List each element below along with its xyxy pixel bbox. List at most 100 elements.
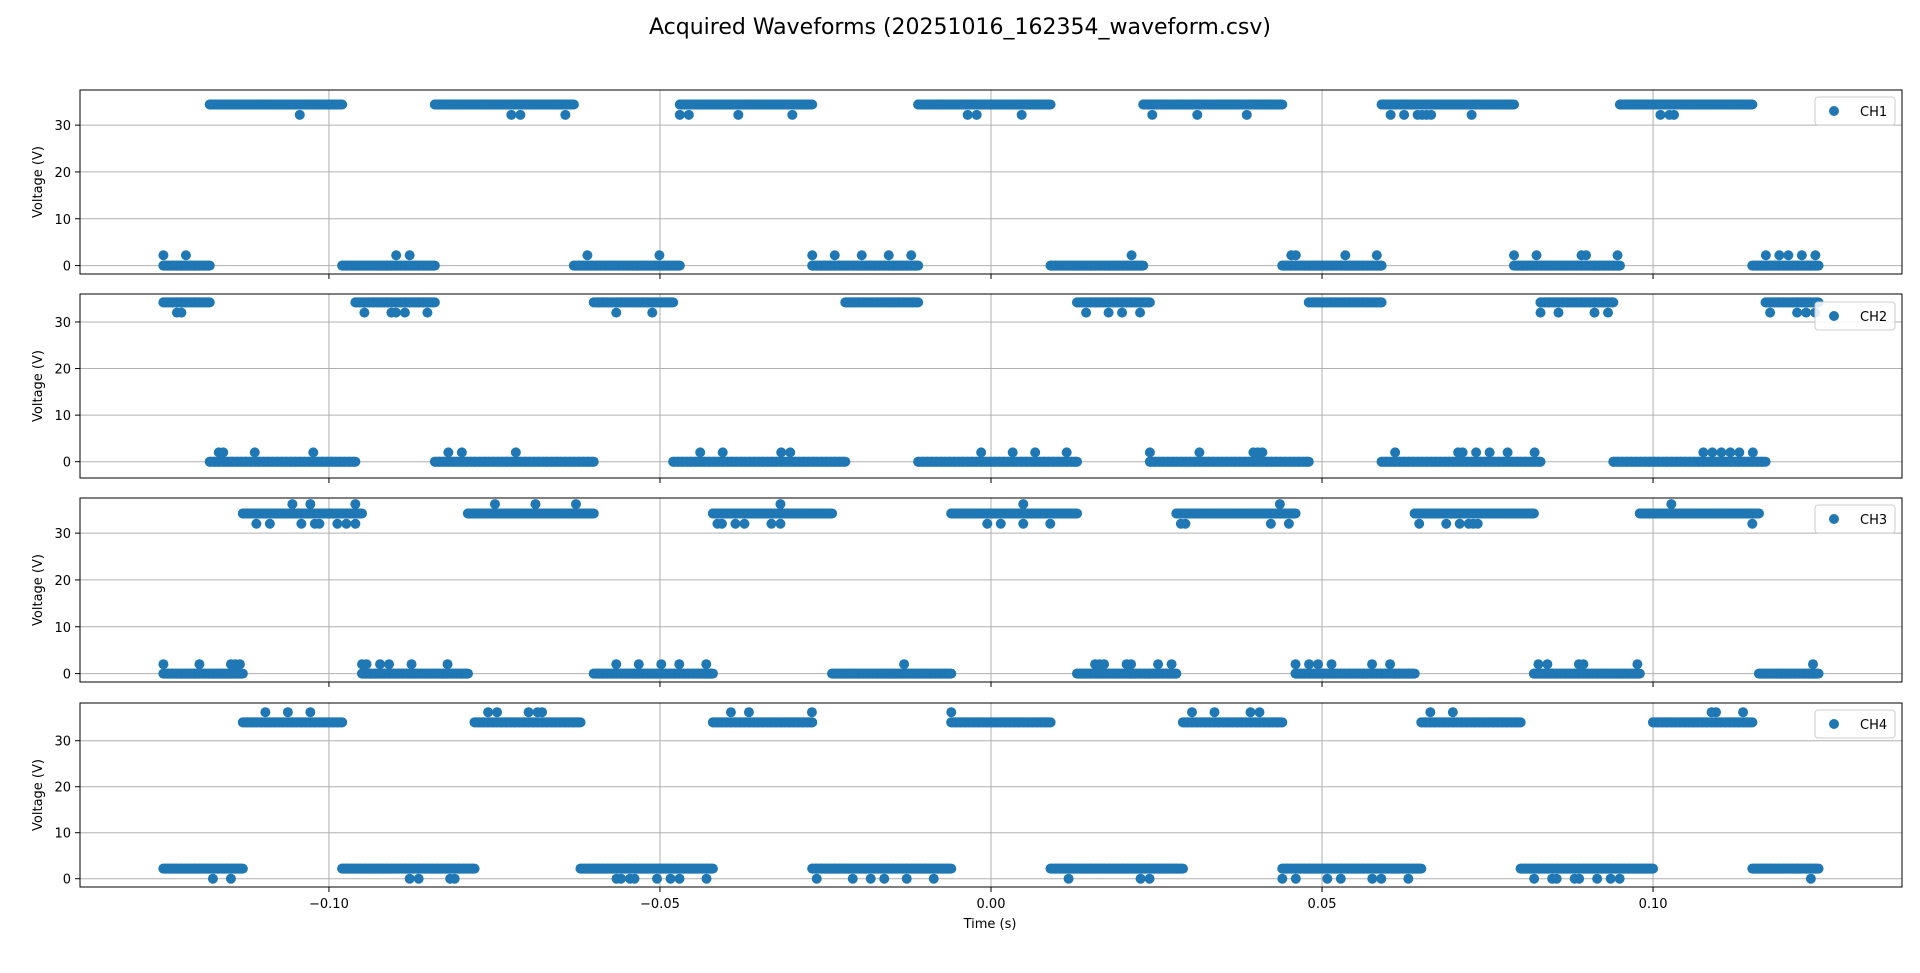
data-point: [361, 659, 372, 670]
data-point: [1367, 659, 1378, 670]
data-point: [1711, 707, 1722, 718]
data-point: [335, 99, 346, 110]
legend: CH2: [1814, 301, 1896, 331]
data-point: [879, 873, 890, 884]
data-point: [1186, 707, 1197, 718]
data-point: [806, 707, 817, 718]
data-point: [422, 307, 433, 318]
legend-label: CH2: [1860, 310, 1887, 325]
data-point: [865, 873, 876, 884]
data-point: [1466, 109, 1477, 120]
data-point: [1414, 518, 1425, 529]
data-point: [489, 499, 500, 510]
data-point: [683, 109, 694, 120]
data-point: [158, 659, 169, 670]
subplot-ch3: 0 10 20 30 Voltage (V) CH3: [31, 497, 1903, 687]
data-point: [1290, 873, 1301, 884]
data-point: [1531, 250, 1542, 261]
legend: CH4: [1814, 709, 1896, 739]
data-point: [1180, 518, 1191, 529]
data-point: [805, 99, 816, 110]
data-point: [674, 873, 685, 884]
data-point: [674, 659, 685, 670]
legend-box: [1814, 504, 1896, 534]
legend: CH3: [1814, 504, 1896, 534]
data-point: [1407, 668, 1418, 679]
data-point: [1043, 99, 1054, 110]
data-point: [656, 659, 667, 670]
y-tick-label: 0: [63, 260, 71, 275]
data-point: [946, 707, 957, 718]
data-point: [1612, 260, 1623, 271]
data-point: [506, 109, 517, 120]
data-point: [1542, 659, 1553, 670]
data-point: [1589, 307, 1600, 318]
x-tick-label: 0.00: [977, 897, 1006, 912]
data-point: [906, 250, 917, 261]
data-point: [1581, 250, 1592, 261]
data-point: [492, 707, 503, 718]
data-point: [1533, 659, 1544, 670]
data-point: [705, 668, 716, 679]
x-tick-label: −0.05: [640, 897, 680, 912]
data-point: [1805, 873, 1816, 884]
data-point: [1765, 307, 1776, 318]
y-tick-label: 10: [54, 213, 71, 228]
y-tick-label: 0: [63, 873, 71, 888]
data-point: [359, 307, 370, 318]
data-point: [1807, 659, 1818, 670]
data-point: [582, 250, 593, 261]
data-point: [1760, 250, 1771, 261]
data-point: [1126, 250, 1137, 261]
data-point: [1385, 659, 1396, 670]
data-point: [564, 99, 575, 110]
data-point: [218, 447, 229, 458]
data-point: [766, 518, 777, 529]
data-point: [354, 508, 365, 519]
data-point: [1484, 447, 1495, 458]
data-point: [384, 659, 395, 670]
data-point: [391, 250, 402, 261]
legend-marker: [1829, 311, 1839, 321]
data-point: [1144, 873, 1155, 884]
data-point: [1277, 873, 1288, 884]
data-point: [847, 873, 858, 884]
data-point: [1646, 863, 1657, 874]
data-point: [1472, 518, 1483, 529]
data-point: [725, 707, 736, 718]
data-point: [1668, 109, 1679, 120]
data-point: [350, 499, 361, 510]
data-point: [1045, 518, 1056, 529]
data-point: [1553, 307, 1564, 318]
data-point: [1612, 250, 1623, 261]
data-point: [180, 250, 191, 261]
data-point: [1340, 250, 1351, 261]
data-point: [824, 508, 835, 519]
legend: CH1: [1814, 96, 1896, 126]
data-point: [1457, 447, 1468, 458]
data-point: [1592, 873, 1603, 884]
data-point: [1063, 873, 1074, 884]
y-tick-label: 30: [54, 316, 71, 331]
data-point: [1126, 659, 1137, 670]
data-point: [652, 873, 663, 884]
data-point: [654, 250, 665, 261]
data-point: [1265, 518, 1276, 529]
data-point: [1783, 250, 1794, 261]
y-tick-label: 20: [54, 363, 71, 378]
data-point: [560, 109, 571, 120]
legend-label: CH4: [1860, 718, 1887, 733]
data-point: [928, 873, 939, 884]
data-point: [341, 518, 352, 529]
data-point: [1774, 250, 1785, 261]
data-point: [944, 668, 955, 679]
data-point: [1574, 873, 1585, 884]
data-point: [1147, 109, 1158, 120]
data-point: [530, 499, 541, 510]
data-point: [1326, 659, 1337, 670]
data-point: [1509, 250, 1520, 261]
data-point: [716, 518, 727, 529]
data-point: [1529, 873, 1540, 884]
data-point: [587, 456, 598, 467]
data-point: [811, 873, 822, 884]
